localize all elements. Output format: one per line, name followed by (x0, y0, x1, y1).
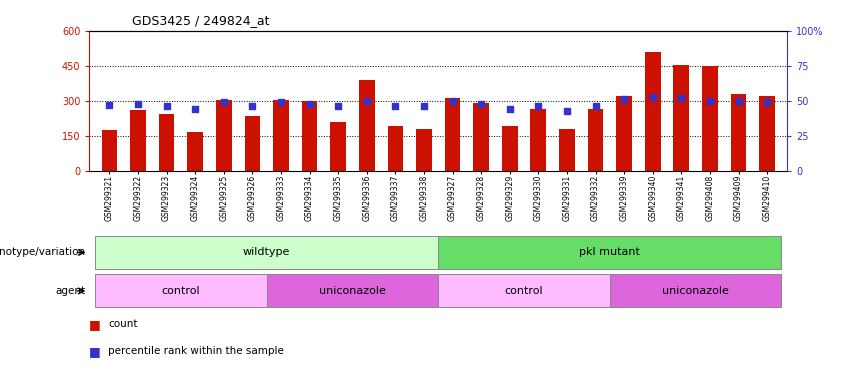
Point (646, 94, 660, 100)
Bar (95, 275, 266, 307)
Bar (95, 236, 438, 269)
Point (303, 101, 317, 107)
Bar (244, 116, 260, 171)
Bar (187, 132, 203, 171)
Bar (438, 275, 610, 307)
Point (589, 103, 603, 109)
Bar (530, 109, 546, 171)
Bar (445, 98, 460, 171)
Point (474, 101, 488, 107)
Point (103, 102, 117, 108)
Point (732, 98, 745, 104)
Bar (616, 96, 632, 171)
Point (131, 101, 145, 107)
Bar (645, 52, 660, 171)
Bar (559, 129, 574, 171)
Bar (130, 110, 146, 171)
Text: ■: ■ (89, 318, 101, 331)
Bar (731, 94, 746, 171)
Bar (702, 66, 718, 171)
Text: uniconazole: uniconazole (662, 286, 729, 296)
Point (503, 106, 517, 112)
Bar (438, 236, 781, 269)
Text: wildtype: wildtype (243, 247, 290, 258)
Bar (387, 126, 403, 171)
Bar (302, 101, 317, 171)
Point (389, 103, 403, 109)
Point (274, 99, 288, 105)
Bar (588, 109, 603, 171)
Point (617, 96, 631, 103)
Bar (216, 99, 231, 171)
Text: agent: agent (55, 286, 85, 296)
Text: ■: ■ (89, 345, 101, 358)
Point (188, 106, 202, 112)
Bar (610, 275, 781, 307)
Point (446, 98, 460, 104)
Bar (473, 103, 489, 171)
Point (532, 103, 545, 109)
Bar (673, 65, 689, 171)
Text: percentile rank within the sample: percentile rank within the sample (108, 346, 284, 356)
Bar (759, 96, 775, 171)
Point (760, 99, 774, 105)
Point (560, 108, 574, 114)
Text: count: count (108, 319, 138, 329)
Text: control: control (505, 286, 544, 296)
Text: uniconazole: uniconazole (319, 286, 386, 296)
Bar (101, 130, 117, 171)
Bar (158, 114, 174, 171)
Point (703, 98, 717, 104)
Text: pkl mutant: pkl mutant (580, 247, 640, 258)
Point (331, 103, 345, 109)
Text: GDS3425 / 249824_at: GDS3425 / 249824_at (132, 14, 270, 27)
Point (217, 99, 231, 105)
Bar (502, 126, 517, 171)
Point (675, 95, 688, 101)
Text: genotype/variation: genotype/variation (0, 247, 85, 258)
Bar (273, 99, 288, 171)
Point (360, 98, 374, 104)
Bar (330, 122, 346, 171)
Point (160, 103, 174, 109)
Point (246, 103, 260, 109)
Bar (359, 80, 374, 171)
Bar (416, 129, 431, 171)
Text: control: control (162, 286, 200, 296)
Point (417, 103, 431, 109)
Bar (266, 275, 438, 307)
